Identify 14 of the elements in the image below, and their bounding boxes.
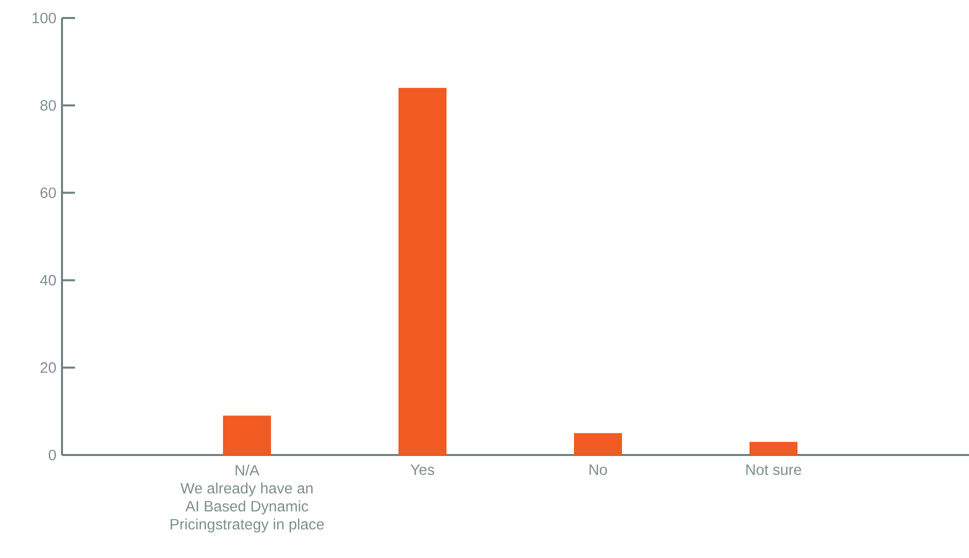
y-tick-label: 100 — [32, 12, 56, 24]
bar — [398, 88, 446, 455]
y-tick-label: 80 — [40, 100, 56, 111]
x-tick-label: N/A We already have an AI Based Dynamic Pricingstrategy in place — [170, 464, 324, 532]
y-tick-label: 60 — [40, 187, 56, 198]
y-tick-label: 0 — [48, 450, 56, 460]
bar — [222, 416, 271, 455]
x-tick-label: Yes — [410, 464, 434, 475]
x-tick-label: No — [590, 464, 607, 475]
x-tick-label: Not sure — [746, 464, 802, 475]
y-tick-label: 20 — [40, 362, 56, 373]
bar — [574, 433, 622, 455]
y-tick-label: 40 — [40, 274, 56, 286]
bar — [749, 442, 798, 455]
